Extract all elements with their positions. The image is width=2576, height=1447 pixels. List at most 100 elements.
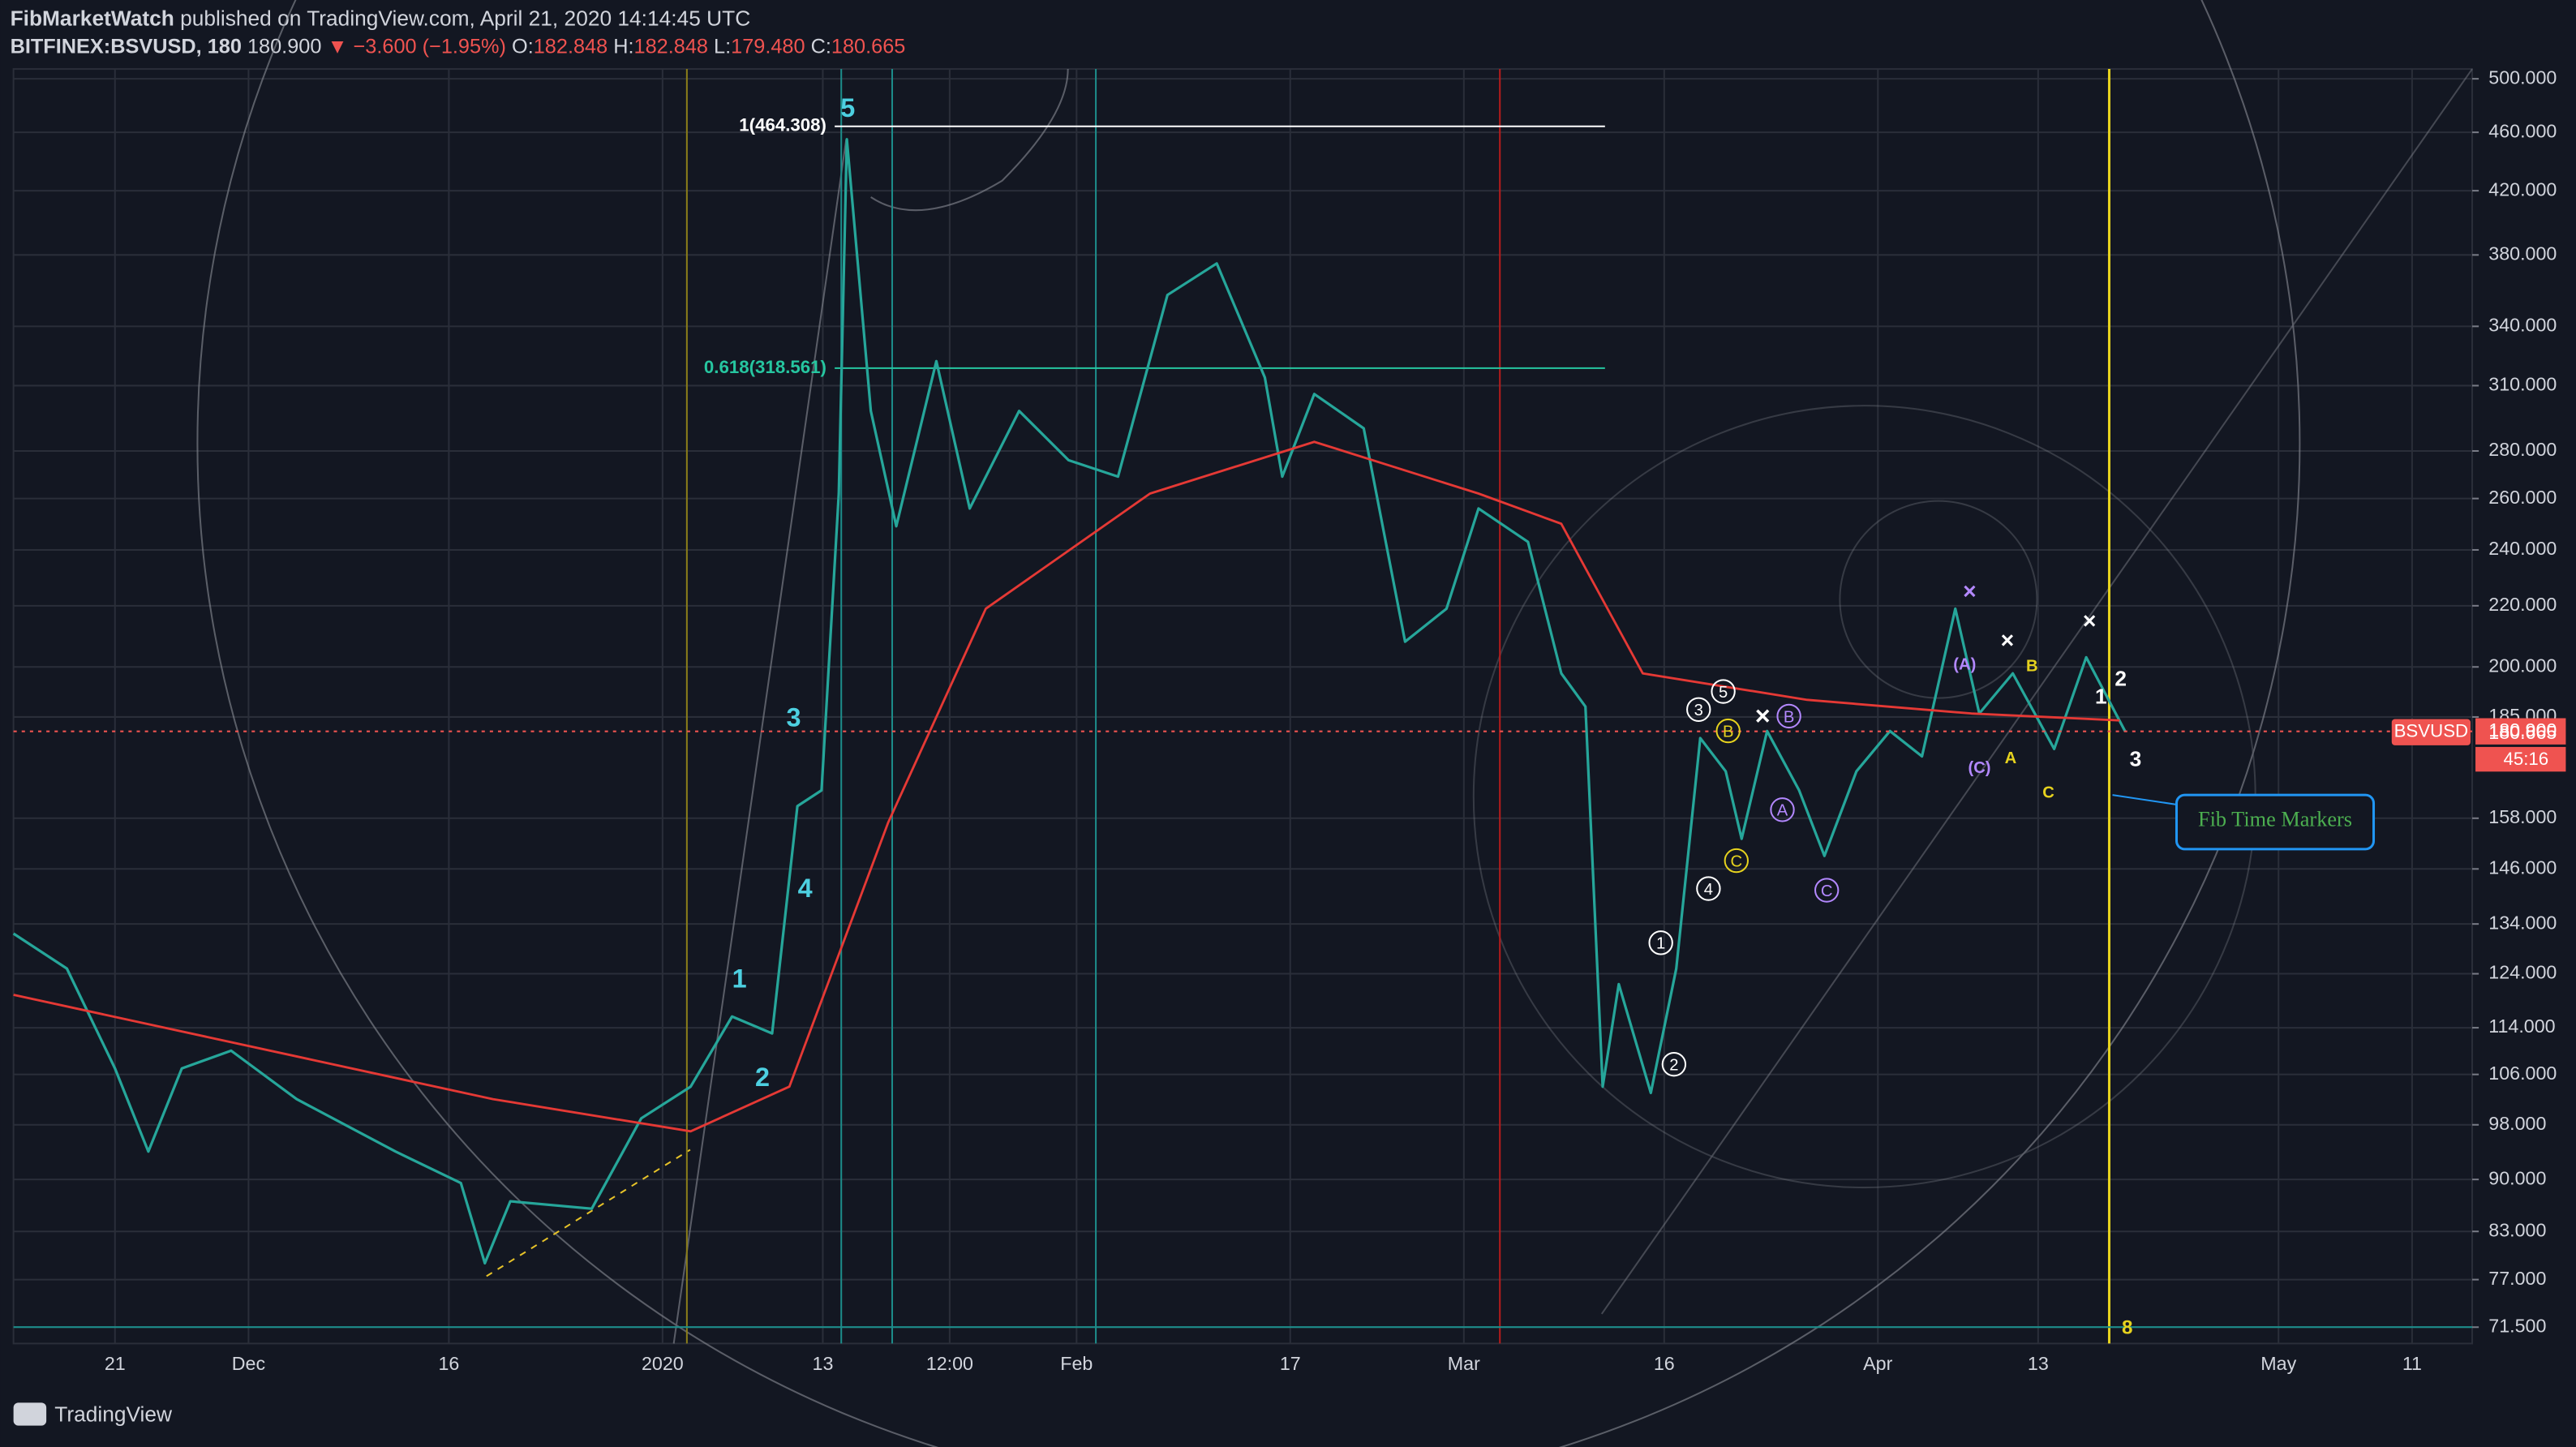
annotation: 1 (2095, 685, 2107, 709)
low: 179.480 (731, 35, 805, 58)
x-tick-label: 16 (438, 1353, 459, 1374)
arc (1839, 500, 2038, 699)
y-tick-label: 146.000 (2488, 857, 2557, 878)
x-tick-label: Mar (1448, 1353, 1480, 1374)
arc (870, 69, 1069, 212)
o-label: O: (512, 35, 534, 58)
series-line (13, 440, 2120, 1133)
y-tick-label: 260.000 (2488, 487, 2557, 508)
plot-frame (12, 68, 2474, 1345)
y-tick-label: 340.000 (2488, 314, 2557, 335)
annotation: 1 (732, 964, 747, 993)
callout-text: Fib Time Markers (2198, 808, 2352, 831)
annotation: 3 (2130, 747, 2142, 771)
y-tick-label: 280.000 (2488, 439, 2557, 460)
y-tick-label: 83.000 (2488, 1219, 2546, 1240)
annotation: A (2005, 749, 2017, 767)
close: 180.665 (831, 35, 905, 58)
annotation: × (2083, 608, 2097, 634)
annotation-circle (1724, 848, 1750, 874)
annotation: 2 (755, 1063, 770, 1092)
annotation: × (1963, 578, 1977, 604)
symbol-tag-box (2391, 719, 2471, 745)
annotation: B (1784, 708, 1794, 726)
annotation: 2 (1669, 1057, 1678, 1075)
y-tick-label: 240.000 (2488, 538, 2557, 559)
change: −3.600 (−1.95%) (354, 35, 506, 58)
trend-line (486, 1149, 691, 1277)
symbol: BITFINEX:BSVUSD, 180 (11, 35, 242, 58)
annotation: (C) (1968, 759, 1990, 777)
annotation: 8 (2122, 1317, 2133, 1339)
x-tick-label: 13 (2028, 1353, 2049, 1374)
annotation: 3 (1694, 702, 1703, 719)
close-label: 180.665 (2488, 722, 2557, 743)
fib-level-label: 0.618(318.561) (704, 357, 826, 377)
annotation-circle (1696, 876, 1721, 901)
annotation-circle (1648, 930, 1673, 955)
annotation: 5 (1719, 684, 1728, 702)
last-price-box (2475, 718, 2566, 745)
annotation-circle (1715, 718, 1741, 744)
arrow: ▼ (327, 35, 347, 58)
annotation-circle (1661, 1051, 1687, 1077)
x-tick-label: 2020 (642, 1353, 684, 1374)
last-price-label: 180.900 (2488, 719, 2557, 741)
countdown: 45:16 (2503, 749, 2548, 769)
annotation: 2 (2114, 666, 2127, 690)
y-tick-label: 420.000 (2488, 178, 2557, 200)
annotation-circle (1770, 797, 1795, 822)
y-tick-label: 158.000 (2488, 806, 2557, 827)
annotation: 1 (1656, 935, 1665, 953)
annotation: A (1777, 802, 1788, 820)
y-tick-label: 134.000 (2488, 912, 2557, 933)
y-tick-label: 71.500 (2488, 1315, 2546, 1336)
y-tick-label: 106.000 (2488, 1063, 2557, 1084)
x-tick-label: Feb (1060, 1353, 1093, 1374)
annotation: 3 (786, 703, 801, 732)
x-tick-label: 13 (813, 1353, 834, 1374)
header-line: FibMarketWatch published on TradingView.… (11, 6, 751, 30)
published: published on TradingView.com, April 21, … (180, 6, 750, 30)
x-tick-label: 11 (2402, 1353, 2422, 1374)
c-label: C: (811, 35, 831, 58)
l-label: L: (714, 35, 731, 58)
y-tick-label: 380.000 (2488, 243, 2557, 264)
y-tick-label: 124.000 (2488, 962, 2557, 983)
series-line (12, 138, 2127, 1265)
x-tick-label: 12:00 (926, 1353, 973, 1374)
arc (196, 0, 2301, 1447)
close-box (2475, 746, 2566, 772)
callout-pointer (2112, 794, 2179, 806)
annotation: B (2026, 657, 2038, 675)
symbol-tag: BSVUSD (2394, 721, 2469, 741)
annotation-circle (1711, 679, 1736, 704)
annotation: 4 (1704, 881, 1713, 899)
y-tick-label: 98.000 (2488, 1113, 2546, 1134)
x-tick-label: Dec (232, 1353, 266, 1374)
y-tick-label: 114.000 (2488, 1015, 2555, 1037)
callout-box (2175, 793, 2376, 851)
annotation: × (2001, 628, 2015, 654)
x-tick-label: 21 (105, 1353, 126, 1374)
author: FibMarketWatch (11, 6, 174, 30)
annotation: C (1821, 882, 1833, 900)
x-tick-label: May (2260, 1353, 2296, 1374)
footer-logo: TradingView (54, 1402, 173, 1426)
ohlc-line: BITFINEX:BSVUSD, 180 180.900 ▼ −3.600 (−… (11, 35, 906, 58)
logo-icon (13, 1402, 47, 1426)
y-tick-label: 77.000 (2488, 1268, 2546, 1289)
fib-line (672, 139, 848, 1344)
high: 182.848 (634, 35, 708, 58)
open: 182.848 (534, 35, 608, 58)
fib-level-label: 1(464.308) (739, 115, 826, 135)
annotation-circle (1814, 878, 1840, 903)
fib-line (1600, 68, 2473, 1315)
annotation: C (2042, 784, 2054, 801)
last: 180.900 (247, 35, 321, 58)
y-tick-label: 460.000 (2488, 120, 2557, 141)
annotation: × (1755, 701, 1771, 730)
annotation: 5 (840, 93, 855, 122)
annotation: (A) (1953, 655, 1976, 673)
